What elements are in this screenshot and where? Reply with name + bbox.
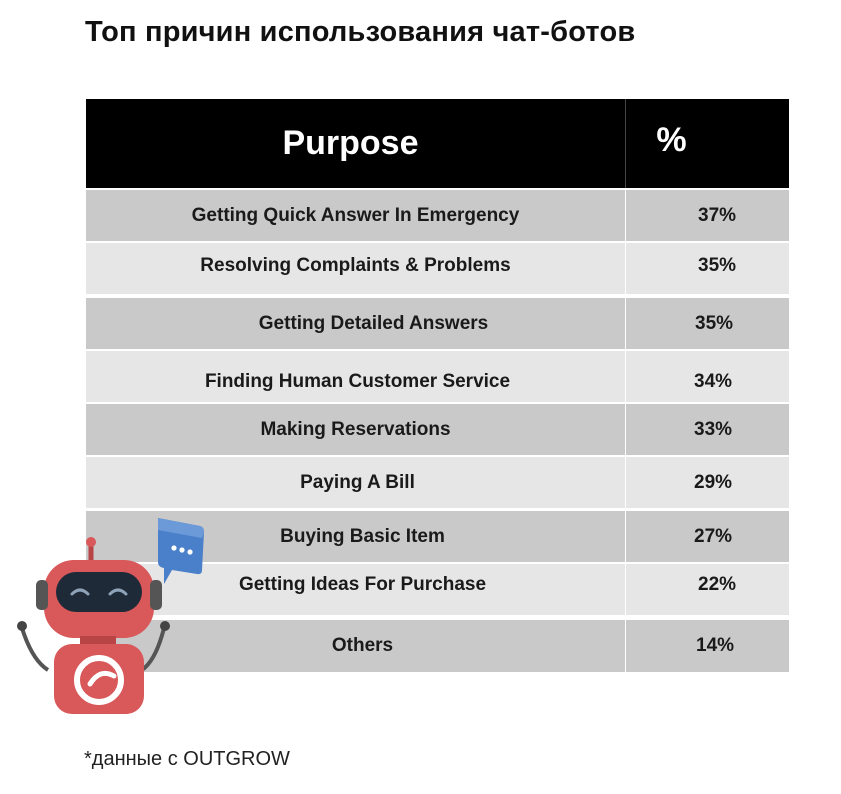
row-value: 34% [694, 371, 733, 392]
row-purpose: Paying A Bill [86, 457, 626, 508]
row-value: 27% [694, 525, 733, 547]
table-header: Purpose % [86, 99, 789, 188]
table-row: Paying A Bill 29% [86, 457, 789, 508]
row-value: 35% [698, 255, 737, 276]
header-purpose: Purpose [86, 99, 626, 188]
table-row: Resolving Complaints & Problems 35% [86, 243, 789, 294]
row-value: 33% [694, 418, 733, 440]
row-value: 29% [694, 471, 733, 493]
purpose-table: Purpose % Getting Quick Answer In Emerge… [86, 99, 789, 672]
table-row: Others 14% [86, 620, 789, 672]
table-row: Finding Human Customer Service 34% [86, 351, 789, 402]
row-purpose: Resolving Complaints & Problems [86, 243, 626, 294]
row-value: 35% [695, 312, 734, 334]
row-value: 22% [698, 574, 737, 595]
row-purpose: Getting Ideas For Purchase [86, 564, 626, 615]
row-purpose: Others [86, 620, 626, 672]
row-purpose: Buying Basic Item [86, 511, 626, 562]
row-purpose: Finding Human Customer Service [86, 351, 626, 402]
chat-bubble-icon [158, 518, 204, 584]
header-percent: % [656, 121, 687, 159]
table-row: Getting Ideas For Purchase 22% [86, 564, 789, 615]
row-value: 14% [696, 635, 735, 656]
source-footnote: *данные с OUTGROW [84, 748, 290, 770]
row-purpose: Getting Detailed Answers [86, 298, 626, 349]
table-row: Getting Detailed Answers 35% [86, 298, 789, 349]
chatbot-robot-icon [17, 518, 204, 714]
table-row: Getting Quick Answer In Emergency 37% [86, 190, 789, 241]
table-row: Making Reservations 33% [86, 404, 789, 455]
row-purpose: Getting Quick Answer In Emergency [86, 190, 626, 241]
page-title: Топ причин использования чат-ботов [85, 16, 636, 48]
row-value: 37% [698, 204, 737, 226]
row-purpose: Making Reservations [86, 404, 626, 455]
